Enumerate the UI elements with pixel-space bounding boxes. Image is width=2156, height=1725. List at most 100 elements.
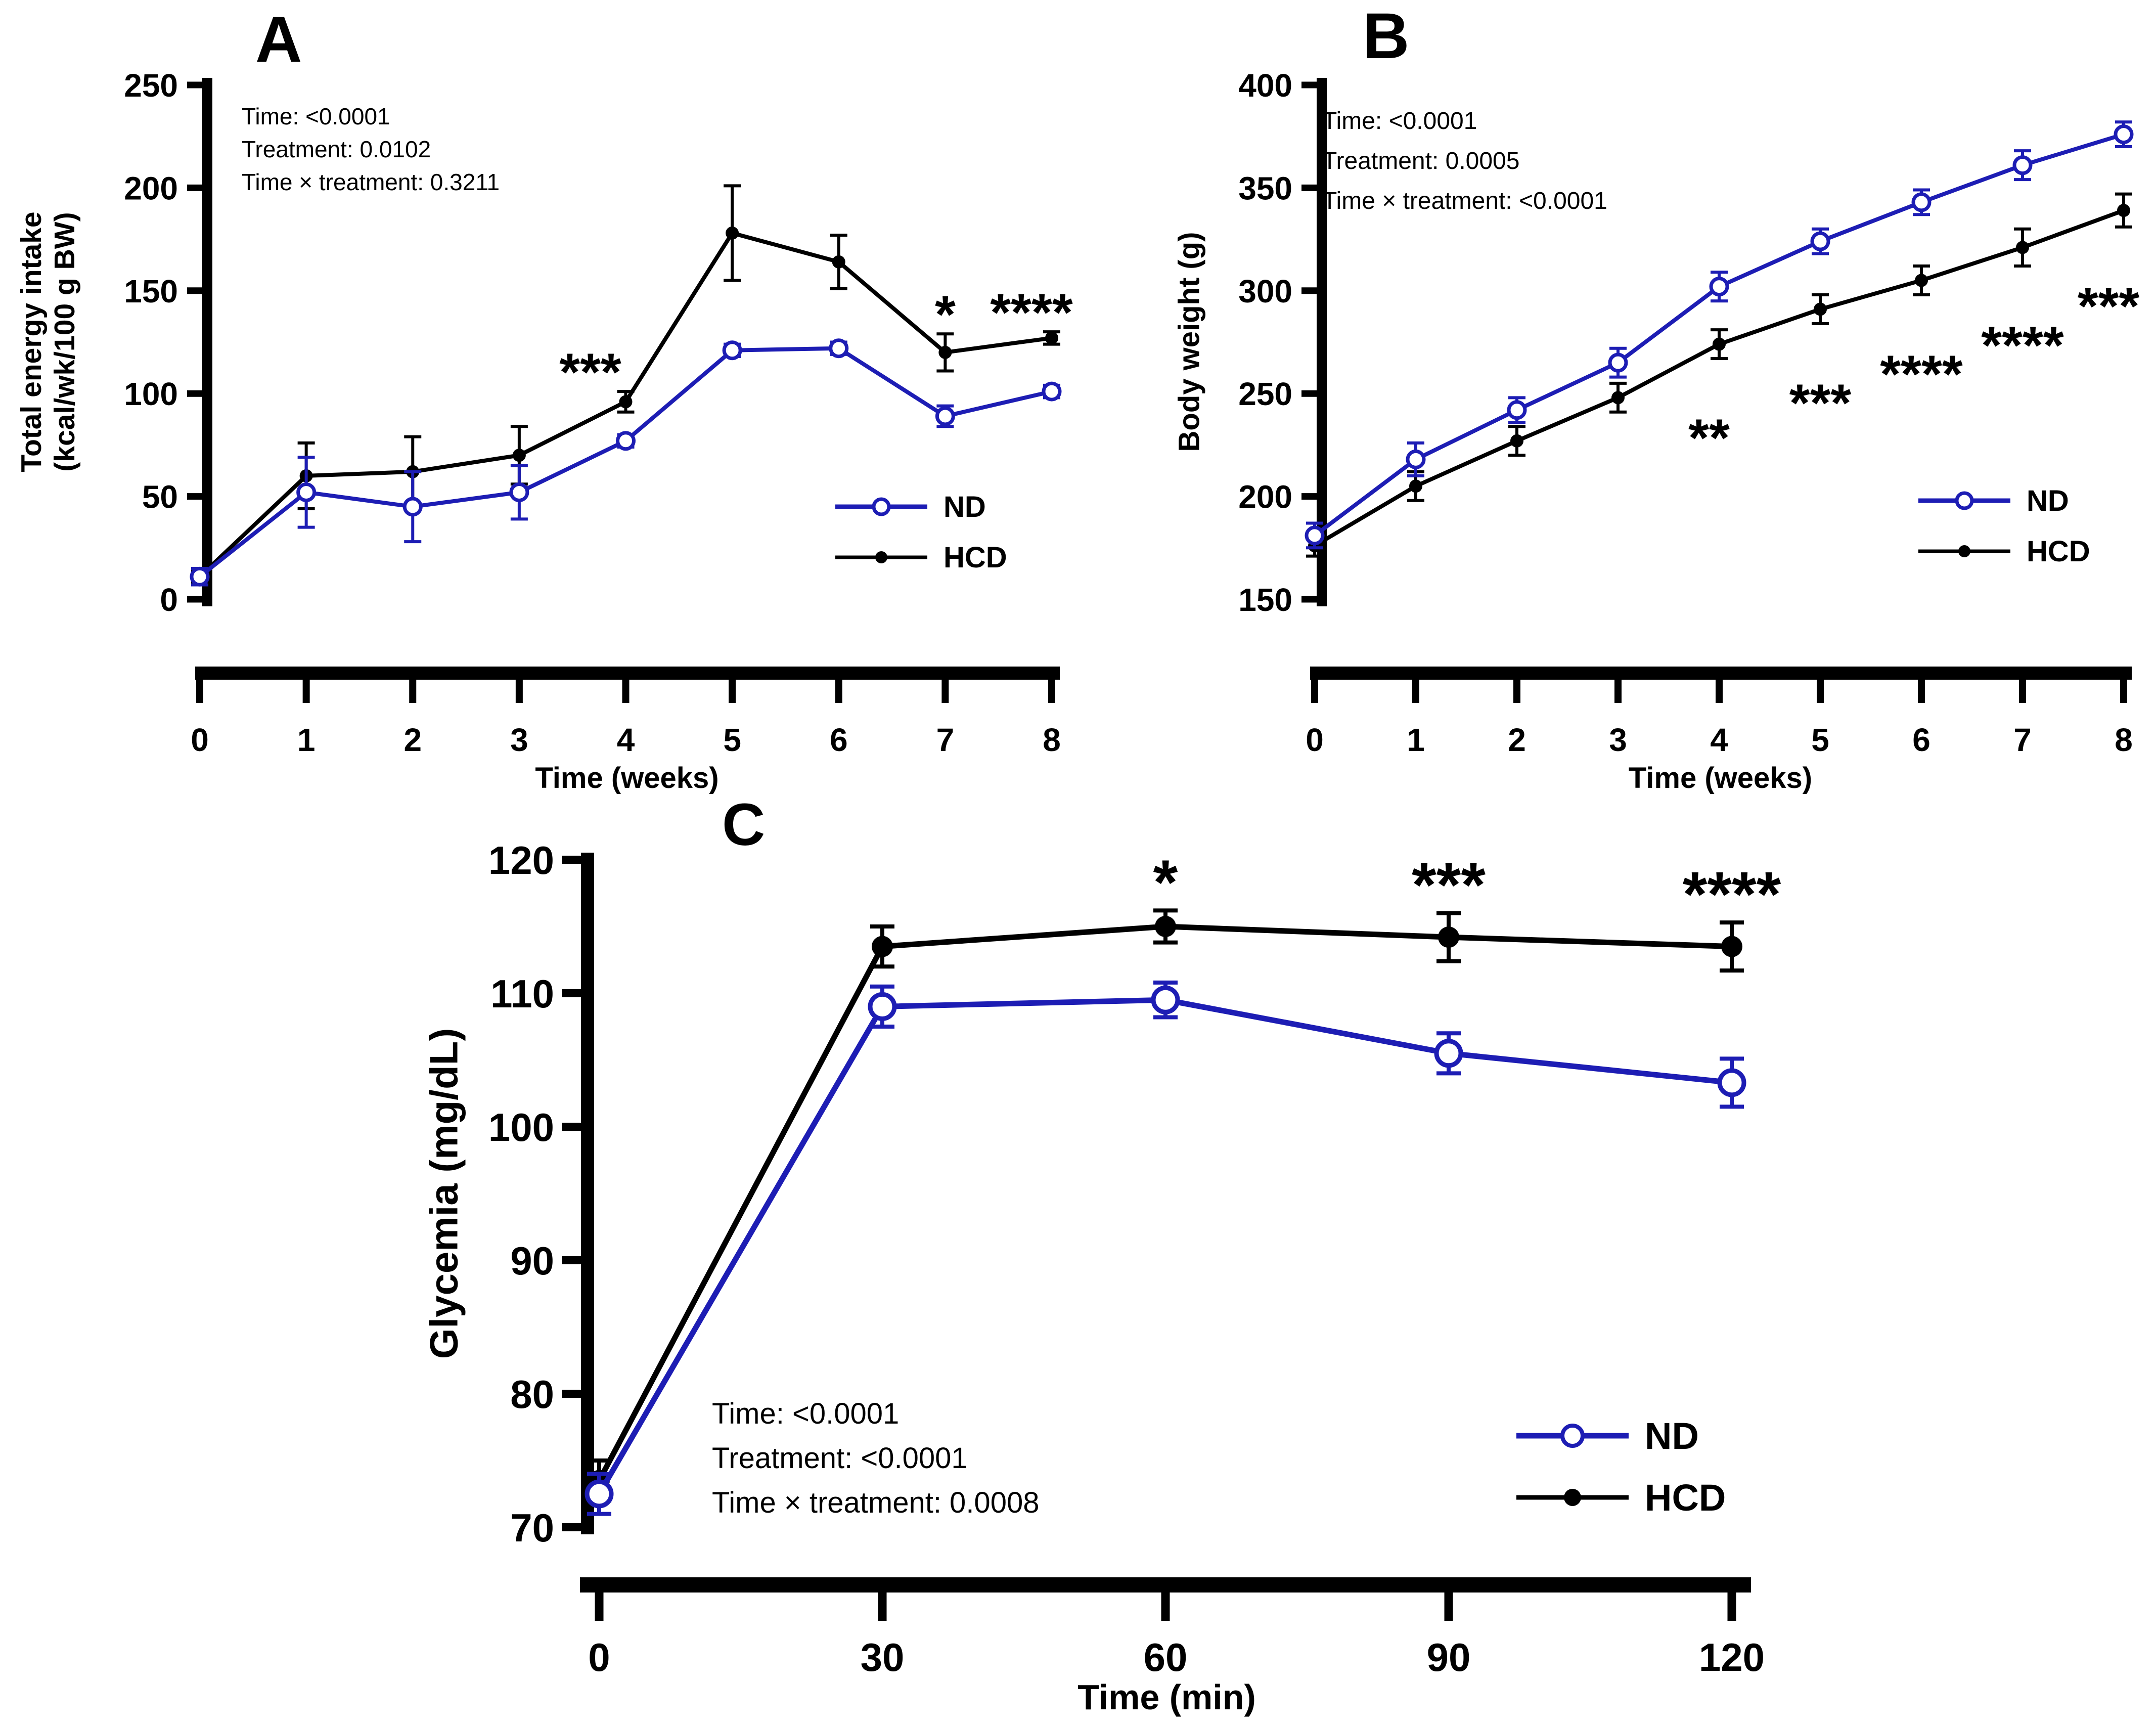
series-nd	[585, 980, 1746, 1516]
data-point-nd	[1406, 449, 1426, 469]
y-axis-title-line: Total energy intake	[15, 211, 48, 472]
data-point-nd	[1911, 192, 1932, 212]
data-point-hcd	[1438, 926, 1459, 948]
hcd-line-marker-icon	[1918, 545, 2010, 557]
x-tick-label: 8	[1043, 722, 1061, 758]
legend-item-hcd: HCD	[1514, 1467, 1726, 1528]
data-point-hcd	[1721, 936, 1742, 957]
data-point-hcd	[726, 226, 739, 240]
data-point-nd	[190, 566, 210, 587]
data-point-hcd	[2016, 241, 2029, 254]
data-point-nd	[509, 482, 529, 502]
series-nd	[190, 338, 1062, 587]
x-tick-label: 1	[297, 722, 316, 758]
significance-stars: ****	[1683, 860, 1781, 930]
data-point-nd	[1151, 985, 1180, 1014]
legend-label-hcd: HCD	[2027, 535, 2090, 568]
nd-line-marker-icon	[1516, 1424, 1629, 1448]
legend-item-nd: ND	[833, 481, 1007, 532]
data-point-hcd	[938, 345, 952, 359]
legend-item-nd: ND	[1514, 1405, 1726, 1467]
panel-b-stats: Time: <0.0001 Treatment: 0.0005 Time × t…	[1322, 101, 1607, 221]
data-point-hcd	[832, 255, 845, 269]
significance-stars: ***	[1412, 850, 1486, 920]
data-point-hcd	[1611, 391, 1625, 405]
data-point-nd	[402, 497, 423, 517]
panel-b-letter: B	[1363, 0, 1410, 72]
significance-stars: ***	[559, 343, 621, 402]
y-tick-label: 100	[124, 376, 178, 412]
y-tick-label: 70	[510, 1506, 554, 1550]
y-tick-label: 250	[124, 67, 178, 104]
significance-stars: ****	[1880, 344, 1963, 404]
data-point-nd	[868, 992, 897, 1021]
legend-item-hcd: HCD	[1916, 526, 2090, 577]
x-tick-label: 5	[1811, 722, 1829, 758]
data-point-hcd	[1814, 302, 1827, 316]
data-point-nd	[722, 340, 742, 361]
y-tick-label: 80	[510, 1372, 554, 1417]
data-point-nd	[1810, 231, 1830, 251]
data-point-hcd	[512, 449, 526, 462]
data-point-nd	[1717, 1068, 1746, 1097]
y-axis-title-line: (kcal/wk/100 g BW)	[49, 212, 81, 472]
panel-c-stats: Time: <0.0001 Treatment: <0.0001 Time × …	[712, 1392, 1039, 1525]
x-tick-label: 7	[2013, 722, 2032, 758]
data-point-nd	[1434, 1039, 1463, 1068]
panel-a-x-axis-title: Time (weeks)	[535, 762, 719, 794]
data-point-hcd	[1915, 274, 1928, 287]
data-point-hcd	[1409, 479, 1422, 493]
y-tick-label: 90	[510, 1239, 554, 1283]
x-tick-label: 60	[1144, 1635, 1188, 1679]
data-point-hcd	[2117, 204, 2130, 217]
x-tick-label: 4	[617, 722, 635, 758]
y-tick-label: 120	[488, 838, 554, 882]
legend-label-hcd: HCD	[1645, 1476, 1726, 1519]
data-point-hcd	[1713, 337, 1726, 351]
panel-b-x-axis-title: Time (weeks)	[1628, 762, 1813, 794]
data-point-hcd	[872, 936, 893, 957]
data-point-hcd	[1155, 916, 1176, 937]
panel-b-y-axis-title: Body weight (g)	[1173, 232, 1206, 452]
significance-stars: *	[935, 285, 956, 344]
x-tick-label: 0	[191, 722, 209, 758]
y-tick-label: 100	[488, 1105, 554, 1149]
data-point-nd	[616, 431, 636, 451]
series-nd	[1305, 120, 2134, 550]
x-tick-label: 0	[1306, 722, 1324, 758]
significance-stars: ***	[2078, 277, 2140, 336]
panel-c-legend: ND HCD	[1514, 1405, 1726, 1528]
panel-a-y-axis-title: Total energy intake (kcal/wk/100 g BW)	[15, 211, 81, 472]
x-tick-label: 0	[588, 1635, 610, 1679]
data-point-nd	[585, 1479, 614, 1509]
x-tick-label: 6	[830, 722, 848, 758]
stat-line: Treatment: <0.0001	[712, 1442, 968, 1475]
x-tick-label: 6	[1912, 722, 1930, 758]
stat-line: Time × treatment: 0.3211	[242, 169, 500, 195]
panel-c-letter: C	[722, 791, 766, 858]
data-point-nd	[1709, 277, 1729, 297]
data-point-nd	[1042, 381, 1062, 402]
y-tick-label: 110	[490, 971, 554, 1016]
y-tick-label: 150	[124, 273, 178, 309]
stat-line: Treatment: 0.0005	[1322, 148, 1520, 174]
panel-c-y-axis-title: Glycemia (mg/dL)	[421, 1028, 466, 1359]
x-tick-label: 2	[1508, 722, 1526, 758]
hcd-line-marker-icon	[1516, 1489, 1629, 1506]
data-point-nd	[1305, 525, 1325, 546]
legend-label-nd: ND	[1645, 1414, 1699, 1457]
significance-stars: *	[1153, 848, 1178, 918]
hcd-line-marker-icon	[835, 551, 927, 563]
y-tick-label: 0	[160, 582, 178, 618]
y-tick-label: 50	[142, 479, 178, 515]
panel-a-legend: ND HCD	[833, 481, 1007, 583]
stat-line: Treatment: 0.0102	[242, 136, 431, 162]
legend-item-nd: ND	[1916, 475, 2090, 526]
x-tick-label: 5	[723, 722, 741, 758]
significance-stars: ***	[1789, 373, 1852, 432]
y-tick-label: 200	[1238, 479, 1292, 515]
